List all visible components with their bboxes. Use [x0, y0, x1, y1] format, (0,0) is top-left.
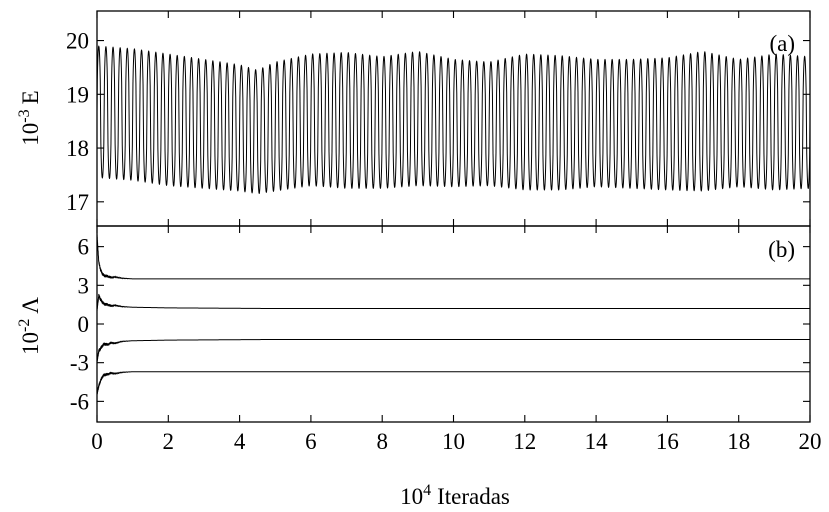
x-tick-label: 2: [163, 429, 175, 454]
panel-b-lyapunov-line-2: [96, 293, 810, 312]
panel-b-y-tick-label: 0: [78, 312, 90, 337]
panel-a-y-tick-label: 20: [66, 29, 89, 54]
x-tick-label: 0: [91, 429, 103, 454]
panel-b-lyapunov-line-1: [96, 233, 810, 280]
x-tick-label: 16: [656, 429, 679, 454]
panel-a-series: [96, 45, 811, 194]
panel-a: 17 18 19 20 (a) 10-3E: [16, 10, 811, 227]
panel-b-y-tick-label: 6: [78, 235, 90, 260]
panel-b-y-tick-label: -3: [70, 351, 89, 376]
x-tick-label: 4: [234, 429, 246, 454]
panel-b-y-tick-label: -6: [70, 389, 89, 414]
panel-b-series: [96, 233, 810, 396]
panel-b: 6 3 0 -3 -6 (b) 10-2Λ 0 2 4 6 8 10 12 14 16 18 20 104 I…: [16, 225, 822, 509]
panel-b-tag: (b): [768, 237, 795, 262]
panel-b-ticks: 6 3 0 -3 -6: [70, 226, 811, 422]
x-tick-label: 10: [442, 429, 465, 454]
panel-a-y-tick-label: 17: [66, 190, 89, 215]
x-tick-label: 18: [727, 429, 750, 454]
panel-a-ylabel: 10-3E: [16, 90, 43, 145]
panel-b-lyapunov-line-4: [96, 371, 810, 396]
panel-b-y-tick-label: 3: [78, 273, 90, 298]
x-tick-label: 14: [585, 429, 609, 454]
panel-a-y-tick-label: 18: [66, 136, 89, 161]
panel-a-ticks: 17 18 19 20: [66, 11, 811, 226]
x-tick-labels: 0 2 4 6 8 10 12 14 16 18 20: [91, 429, 821, 454]
panel-a-energy-line: [96, 45, 811, 194]
panel-b-ylabel: 10-2Λ: [16, 297, 43, 355]
x-tick-label: 6: [305, 429, 317, 454]
panel-a-y-tick-label: 19: [66, 82, 89, 107]
x-tick-label: 12: [513, 429, 536, 454]
x-tick-label: 8: [376, 429, 388, 454]
panel-b-lyapunov-line-3: [96, 338, 810, 364]
x-axis-label: 104 Iteradas: [400, 482, 510, 509]
x-tick-label: 20: [799, 429, 822, 454]
panel-a-tag: (a): [769, 31, 795, 56]
panel-b-frame: [96, 225, 811, 423]
